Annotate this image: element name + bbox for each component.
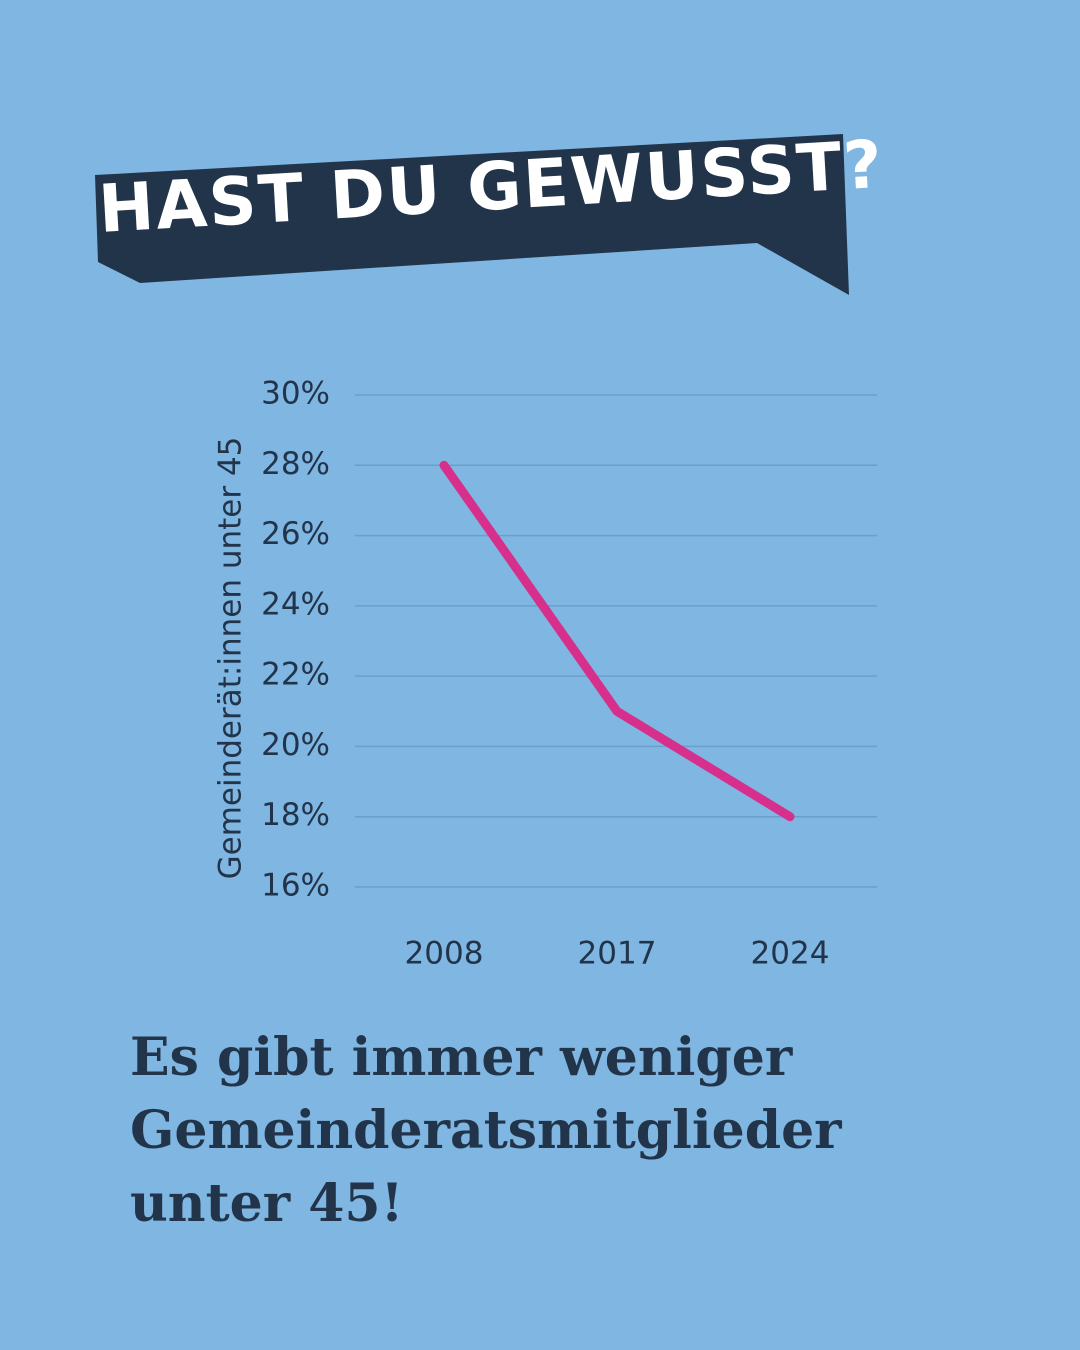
y-axis-label: Gemeinderät:innen unter 45 xyxy=(213,437,249,880)
y-tick-label: 28% xyxy=(261,446,330,482)
chart: 16% 18% 20% 22% 24% 26% 28% 30% 2008 2017 2024 xyxy=(261,376,877,972)
y-tick-label: 22% xyxy=(261,657,330,693)
data-line xyxy=(439,460,795,822)
y-tick-label: 30% xyxy=(261,376,330,412)
caption-line: Es gibt immer weniger xyxy=(130,1027,793,1088)
banner xyxy=(95,134,849,295)
x-tick-label: 2024 xyxy=(751,936,830,972)
y-tick-label: 24% xyxy=(261,586,330,622)
x-tick-label: 2008 xyxy=(405,936,484,972)
y-tick-label: 20% xyxy=(261,727,330,763)
caption-line: Gemeinderatsmitglieder xyxy=(130,1100,842,1161)
caption-line: unter 45! xyxy=(130,1173,403,1234)
y-tick-label: 16% xyxy=(261,868,330,904)
y-tick-label: 18% xyxy=(261,797,330,833)
caption: Es gibt immer weniger Gemeinderatsmitglie… xyxy=(130,1027,842,1234)
y-tick-label: 26% xyxy=(261,516,330,552)
x-tick-label: 2017 xyxy=(578,936,657,972)
